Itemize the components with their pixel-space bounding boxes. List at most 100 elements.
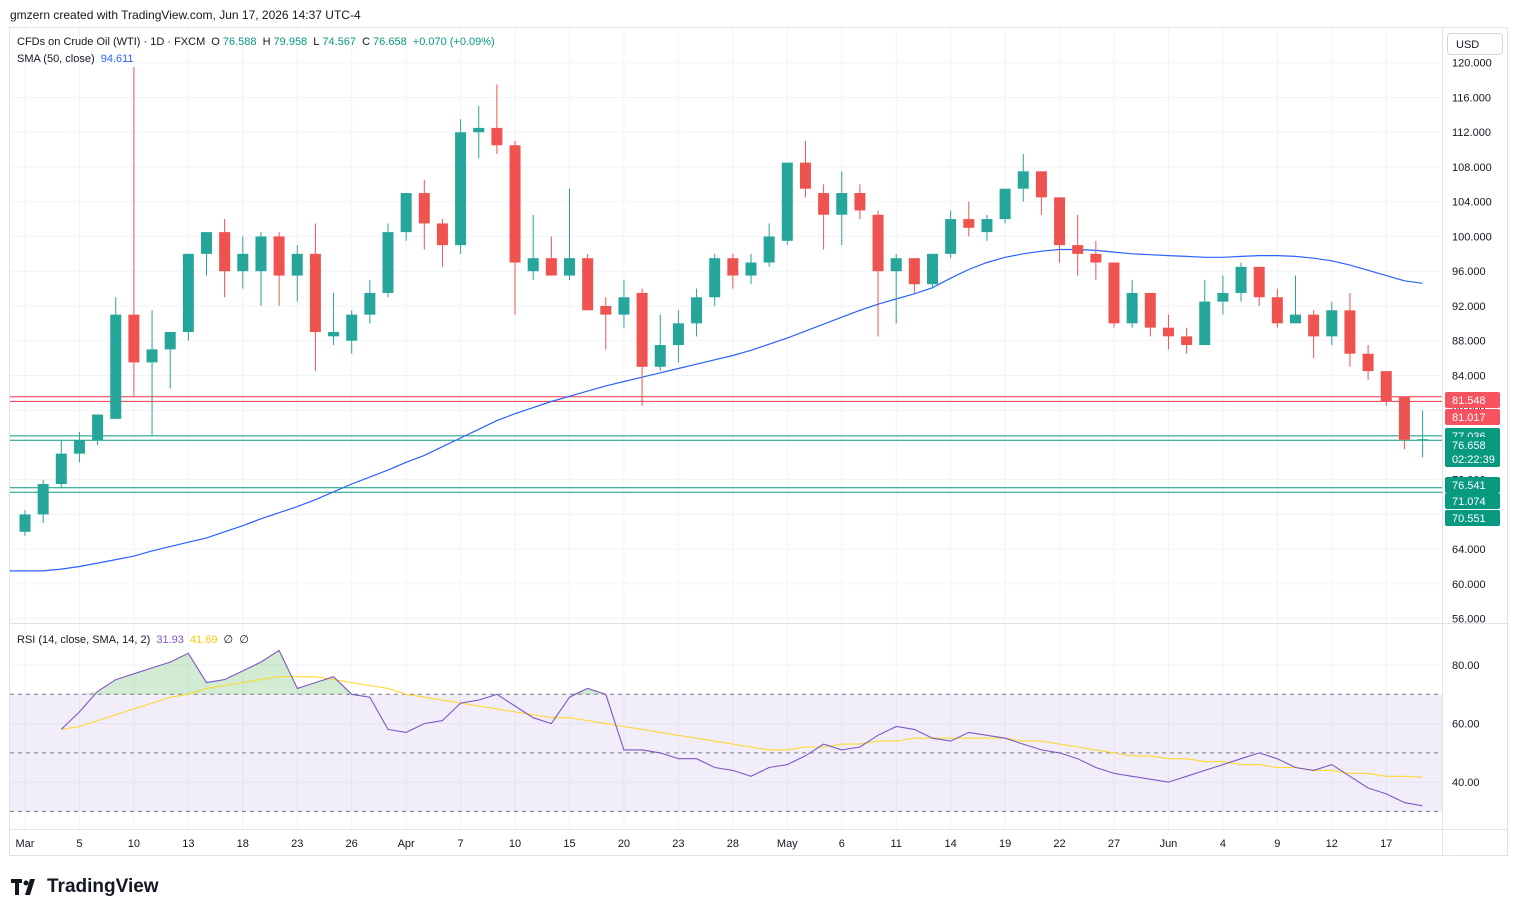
candle-body bbox=[436, 223, 448, 246]
chart-frame bbox=[9, 27, 1508, 856]
candle bbox=[19, 510, 31, 537]
candle-body bbox=[1271, 297, 1283, 324]
rsi-background bbox=[10, 693, 1442, 812]
price-tick-label: 104.000 bbox=[1452, 197, 1492, 209]
candle bbox=[1380, 371, 1392, 406]
candle-body bbox=[799, 162, 811, 189]
currency-button[interactable]: USD bbox=[1447, 33, 1503, 55]
price-axis-label: 70.551 bbox=[1445, 510, 1500, 526]
candle bbox=[237, 236, 249, 289]
candle bbox=[1090, 240, 1102, 280]
time-tick-label: 4 bbox=[1220, 838, 1226, 850]
time-tick-label: 5 bbox=[76, 838, 82, 850]
candle bbox=[691, 288, 703, 337]
candle bbox=[455, 119, 467, 254]
price-tick-label: 92.000 bbox=[1452, 301, 1486, 313]
candle-body bbox=[1398, 397, 1410, 440]
candle bbox=[600, 297, 612, 350]
candle-body bbox=[600, 305, 612, 315]
candle-body bbox=[1380, 371, 1392, 402]
candle-body bbox=[418, 193, 430, 224]
price-axis-label-bg bbox=[1445, 477, 1500, 493]
low-value: 74.567 bbox=[322, 36, 357, 48]
attribution-header: gmzern created with TradingView.com, Jun… bbox=[10, 8, 361, 22]
candle-body bbox=[237, 253, 249, 272]
candle bbox=[400, 193, 412, 241]
price-tick-label: 120.000 bbox=[1452, 58, 1492, 70]
candle bbox=[346, 310, 358, 354]
sma-label: SMA (50, close) bbox=[17, 53, 95, 65]
candle bbox=[37, 479, 49, 524]
time-tick-label: 20 bbox=[618, 838, 630, 850]
candle bbox=[1344, 292, 1356, 367]
time-tick-label: 18 bbox=[237, 838, 249, 850]
rsi-legend[interactable]: RSI (14, close, SMA, 14, 2) 31.93 41.69 … bbox=[17, 633, 252, 646]
candle-body bbox=[19, 514, 31, 532]
candle bbox=[146, 310, 158, 437]
price-axis-label-bg bbox=[1445, 510, 1500, 526]
candle-body bbox=[872, 214, 884, 272]
candle-body bbox=[128, 314, 140, 363]
rsi-tick-label: 40.00 bbox=[1452, 777, 1480, 789]
candle-body bbox=[618, 297, 630, 315]
price-axis-label: 76.541 bbox=[1445, 477, 1500, 493]
price-tick-label: 56.000 bbox=[1452, 614, 1486, 626]
price-tick-label: 108.000 bbox=[1452, 162, 1492, 174]
price-axis-label: 71.074 bbox=[1445, 493, 1500, 509]
rsi-tick-label: 60.00 bbox=[1452, 719, 1480, 731]
candle-body bbox=[73, 440, 85, 454]
candle-body bbox=[291, 253, 303, 276]
candle bbox=[291, 245, 303, 302]
candle bbox=[201, 232, 212, 276]
candle-body bbox=[346, 314, 358, 341]
time-tick-label: 12 bbox=[1326, 838, 1338, 850]
candle bbox=[582, 253, 594, 311]
axes: 56.00060.00064.00068.00072.00076.00080.0… bbox=[10, 28, 1508, 855]
time-tick-label: 19 bbox=[999, 838, 1011, 850]
candle bbox=[945, 210, 957, 259]
candle bbox=[92, 414, 104, 445]
price-axis-label: 81.017 bbox=[1445, 409, 1500, 425]
time-tick-label: 14 bbox=[945, 838, 957, 850]
candle bbox=[1253, 266, 1265, 306]
price-axis-label-text: 76.658 bbox=[1452, 440, 1486, 452]
candle-body bbox=[1144, 292, 1156, 328]
price-tick-label: 88.000 bbox=[1452, 336, 1486, 348]
candle bbox=[1235, 262, 1247, 302]
price-axis-label-bg bbox=[1445, 437, 1500, 467]
candle bbox=[328, 292, 340, 346]
time-tick-label: 7 bbox=[458, 838, 464, 850]
candle bbox=[818, 184, 830, 250]
candle-body bbox=[382, 232, 394, 293]
candle-body bbox=[1162, 327, 1174, 337]
time-tick-label: 28 bbox=[727, 838, 739, 850]
candle bbox=[1326, 301, 1338, 346]
time-tick-label: 23 bbox=[291, 838, 303, 850]
candle bbox=[164, 332, 176, 389]
price-axis-label: 76.658 02:22:39 bbox=[1445, 437, 1500, 467]
candle-body bbox=[491, 127, 503, 146]
candle bbox=[382, 223, 394, 298]
change-value: +0.070 (+0.09%) bbox=[412, 36, 495, 48]
candle bbox=[364, 279, 376, 324]
candle bbox=[799, 140, 811, 198]
candles bbox=[19, 67, 1429, 537]
candle-body bbox=[945, 219, 957, 254]
candle bbox=[527, 214, 539, 280]
price-labels: 81.54881.01777.03676.65802:22:3976.54171… bbox=[1445, 392, 1500, 526]
candle-body bbox=[164, 332, 176, 350]
candle bbox=[1290, 275, 1301, 324]
sma-legend[interactable]: SMA (50, close) 94.611 bbox=[17, 53, 137, 65]
candle bbox=[1181, 327, 1193, 354]
candle-body bbox=[908, 258, 920, 285]
rsi-line bbox=[60, 649, 1423, 807]
sma-line bbox=[10, 248, 1423, 572]
candle-body bbox=[219, 232, 231, 272]
candle bbox=[491, 84, 503, 154]
candle-body bbox=[1362, 353, 1374, 372]
time-tick-label: 11 bbox=[890, 838, 901, 850]
symbol-name: CFDs on Crude Oil (WTI) · 1D · FXCM bbox=[17, 36, 206, 48]
candle bbox=[273, 232, 285, 306]
candle bbox=[110, 297, 122, 419]
